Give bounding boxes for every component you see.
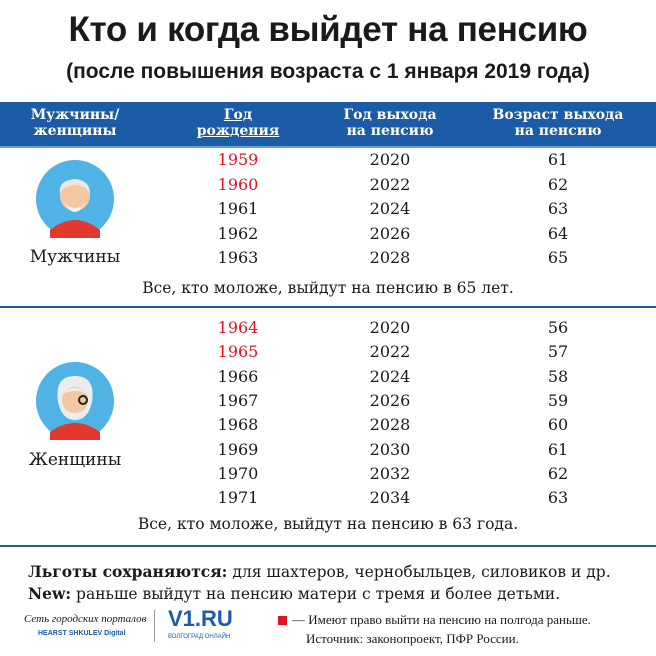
retire-year-cell: 2028	[369, 248, 411, 267]
birth-year-cell: 1966	[217, 366, 259, 386]
birth-year-cell: 1967	[217, 390, 259, 410]
retire-year-cell: 2026	[369, 390, 411, 410]
retire-age-cell: 59	[547, 390, 569, 410]
birth-year-cell: 1963	[217, 248, 259, 267]
birth-year-cell: 1959	[217, 150, 259, 169]
table-row: 1969 2030 61	[0, 440, 656, 464]
retire-year-cell: 2022	[369, 342, 411, 362]
table-row: 1959 2020 61	[0, 150, 656, 174]
birth-year-cell: 1971	[217, 488, 259, 508]
header-line: Год	[223, 107, 253, 123]
hearst-logo-text: HEARST SHKULEV Digital	[38, 630, 126, 637]
retire-age-cell: 61	[547, 150, 569, 169]
section-divider	[0, 545, 656, 547]
red-legend-square-icon	[278, 616, 287, 625]
header-line: на пенсию	[514, 123, 602, 139]
retire-year-cell: 2020	[369, 150, 411, 169]
woman-avatar-icon	[36, 362, 114, 440]
retire-age-cell: 61	[547, 439, 569, 459]
retire-year-cell: 2024	[369, 199, 411, 218]
header-gender: Мужчины/женщины	[31, 107, 120, 139]
table-row: 1967 2026 59	[0, 391, 656, 415]
birth-year-cell: 1968	[217, 415, 259, 435]
retire-age-cell: 64	[547, 223, 569, 243]
man-avatar-icon	[36, 160, 114, 238]
retire-age-cell: 63	[547, 488, 569, 508]
men-label: Мужчины	[29, 247, 121, 267]
retire-age-cell: 63	[547, 199, 569, 218]
network-logo-text: Сеть городских порталов	[24, 613, 147, 625]
new-label: New:	[28, 584, 72, 603]
retire-year-cell: 2026	[369, 223, 411, 243]
retire-year-cell: 2024	[369, 366, 411, 386]
header-line: Мужчины/	[30, 107, 120, 123]
legend-text: — Имеют право выйти на пенсию на полгода…	[292, 612, 591, 627]
retire-age-cell: 58	[547, 366, 569, 386]
table-row: 1970 2032 62	[0, 464, 656, 488]
v1-logo: V1.RU	[168, 606, 233, 631]
retire-age-cell: 56	[547, 318, 569, 337]
retire-age-cell: 57	[547, 342, 569, 362]
header-line: женщины	[33, 123, 117, 139]
retire-age-cell: 62	[547, 463, 569, 483]
retire-age-cell: 60	[547, 415, 569, 435]
section-divider	[0, 306, 656, 308]
birth-year-cell: 1960	[217, 174, 259, 194]
header-line: рождения	[196, 123, 280, 139]
retire-year-cell: 2032	[369, 463, 411, 483]
table-row: 1966 2024 58	[0, 367, 656, 391]
birth-year-cell: 1970	[217, 463, 259, 483]
new-text: раньше выйдут на пенсию матери с тремя и…	[71, 585, 561, 603]
retire-year-cell: 2030	[369, 439, 411, 459]
benefits-line: Льготы сохраняются: для шахтеров, черноб…	[28, 562, 611, 581]
women-note: Все, кто моложе, выйдут на пенсию в 63 г…	[137, 515, 519, 533]
header-retire-year: Год выхода на пенсию	[343, 107, 436, 139]
birth-year-cell: 1965	[217, 342, 259, 362]
header-retire-age: Возраст выхода на пенсию	[493, 107, 624, 139]
benefits-text: для шахтеров, чернобыльцев, силовиков и …	[227, 563, 611, 581]
header-birth-year: Год рождения	[197, 107, 279, 139]
table-row: 1964 2020 56	[0, 318, 656, 342]
header-line: Возраст выхода	[492, 107, 624, 123]
logo-divider	[154, 610, 155, 642]
new-line: New: раньше выйдут на пенсию матери с тр…	[28, 584, 560, 603]
birth-year-cell: 1964	[217, 318, 259, 337]
page-title: Кто и когда выйдет на пенсию	[68, 10, 588, 49]
source-text: Источник: законопроект, ПФР России.	[306, 631, 519, 646]
table-row: 1968 2028 60	[0, 415, 656, 439]
page-subtitle: (после повышения возраста с 1 января 201…	[66, 60, 590, 83]
birth-year-cell: 1962	[217, 223, 259, 243]
header-line: Год выхода	[343, 107, 437, 123]
table-row: 1961 2024 63	[0, 199, 656, 223]
table-row: 1971 2034 63	[0, 488, 656, 512]
table-row: 1963 2028 65	[0, 248, 656, 272]
header-line: на пенсию	[346, 123, 434, 139]
table-row: 1962 2026 64	[0, 224, 656, 248]
retire-age-cell: 65	[547, 248, 569, 267]
men-note: Все, кто моложе, выйдут на пенсию в 65 л…	[142, 279, 514, 297]
v1-logo-sub: ВОЛГОГРАД ОНЛАЙН	[168, 634, 231, 640]
retire-year-cell: 2022	[369, 174, 411, 194]
retire-year-cell: 2020	[369, 318, 411, 337]
table-header: Мужчины/женщины Год рождения Год выхода на…	[0, 102, 656, 148]
retire-year-cell: 2034	[369, 488, 411, 508]
table-row: 1965 2022 57	[0, 342, 656, 366]
retire-year-cell: 2028	[369, 415, 411, 435]
birth-year-cell: 1961	[217, 199, 259, 218]
birth-year-cell: 1969	[217, 439, 259, 459]
retire-age-cell: 62	[547, 174, 569, 194]
women-label: Женщины	[28, 450, 122, 470]
table-row: 1960 2022 62	[0, 175, 656, 199]
benefits-label: Льготы сохраняются:	[28, 562, 228, 581]
